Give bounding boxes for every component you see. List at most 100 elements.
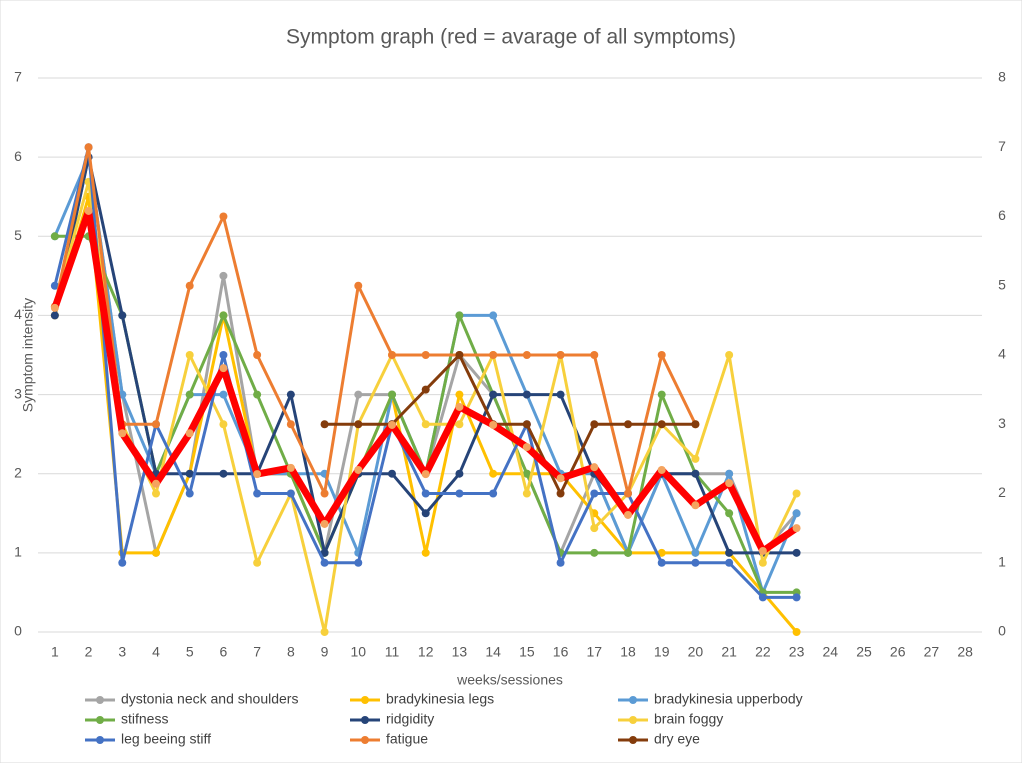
data-point bbox=[286, 489, 295, 498]
data-point bbox=[219, 351, 228, 359]
data-point bbox=[388, 390, 396, 399]
data-point bbox=[792, 593, 801, 602]
data-point bbox=[185, 429, 194, 438]
data-point bbox=[455, 469, 464, 478]
x-tick-label: 27 bbox=[924, 644, 940, 660]
data-point bbox=[253, 351, 262, 359]
data-point bbox=[624, 489, 632, 498]
x-tick-label: 13 bbox=[452, 644, 468, 660]
data-point bbox=[219, 469, 228, 478]
legend-marker bbox=[96, 696, 104, 704]
data-point bbox=[556, 558, 565, 567]
x-tick-label: 14 bbox=[485, 644, 501, 660]
data-point bbox=[152, 420, 160, 429]
y2-tick-label: 2 bbox=[998, 484, 1006, 500]
y-tick-label: 3 bbox=[14, 385, 22, 401]
data-point bbox=[556, 390, 565, 399]
data-point bbox=[354, 558, 363, 567]
data-point bbox=[792, 548, 801, 557]
data-point bbox=[50, 303, 59, 312]
data-point bbox=[657, 420, 666, 429]
y-tick-label: 0 bbox=[14, 623, 22, 639]
data-point bbox=[455, 489, 464, 498]
data-point bbox=[455, 420, 464, 429]
data-point bbox=[725, 469, 734, 478]
data-point bbox=[455, 402, 464, 411]
data-point bbox=[590, 420, 599, 429]
data-point bbox=[489, 420, 498, 429]
x-tick-label: 6 bbox=[220, 644, 228, 660]
data-point bbox=[421, 489, 430, 498]
data-point bbox=[792, 509, 801, 518]
data-point bbox=[219, 212, 228, 221]
x-tick-label: 9 bbox=[321, 644, 329, 660]
data-point bbox=[354, 465, 363, 474]
series-line bbox=[53, 145, 697, 495]
data-point bbox=[84, 206, 93, 215]
y2-tick-label: 7 bbox=[998, 138, 1006, 154]
data-point bbox=[522, 469, 531, 478]
x-tick-label: 4 bbox=[152, 644, 160, 660]
data-point bbox=[657, 465, 666, 474]
y-axis-label: Symptom intensity bbox=[20, 298, 36, 412]
x-tick-label: 24 bbox=[822, 644, 838, 660]
data-point bbox=[185, 351, 194, 359]
data-point bbox=[590, 489, 599, 498]
data-point bbox=[657, 390, 666, 399]
y2-tick-label: 3 bbox=[998, 415, 1006, 431]
data-point bbox=[590, 524, 599, 533]
data-point bbox=[118, 429, 127, 438]
data-point bbox=[421, 420, 430, 429]
legend-label: dystonia neck and shoulders bbox=[121, 691, 298, 707]
data-point bbox=[185, 489, 194, 498]
data-point bbox=[253, 470, 262, 479]
legend-marker bbox=[361, 736, 369, 744]
data-point bbox=[792, 628, 801, 636]
data-point bbox=[758, 546, 767, 555]
data-point bbox=[219, 364, 228, 373]
data-point bbox=[84, 143, 93, 152]
data-point bbox=[354, 390, 363, 399]
x-tick-label: 20 bbox=[688, 644, 704, 660]
y-tick-label: 6 bbox=[14, 148, 22, 164]
data-point bbox=[590, 463, 599, 472]
data-point bbox=[286, 420, 295, 429]
data-point bbox=[50, 232, 59, 241]
data-point bbox=[624, 420, 632, 429]
data-point bbox=[522, 489, 531, 498]
data-point bbox=[388, 469, 396, 478]
data-point bbox=[320, 548, 329, 557]
data-point bbox=[725, 548, 734, 557]
data-point bbox=[118, 311, 127, 320]
x-tick-label: 11 bbox=[385, 644, 400, 660]
data-point bbox=[725, 351, 734, 359]
x-tick-label: 10 bbox=[350, 644, 366, 660]
data-point bbox=[320, 558, 329, 567]
y2-tick-label: 4 bbox=[998, 346, 1006, 362]
data-point bbox=[118, 558, 127, 567]
data-point bbox=[354, 281, 363, 290]
data-point bbox=[388, 351, 396, 359]
data-point bbox=[522, 351, 531, 359]
data-point bbox=[691, 558, 700, 567]
data-point bbox=[489, 469, 498, 478]
data-point bbox=[792, 489, 801, 498]
y-tick-label: 7 bbox=[14, 69, 22, 85]
x-tick-label: 3 bbox=[118, 644, 126, 660]
data-point bbox=[354, 420, 363, 429]
x-tick-label: 25 bbox=[856, 644, 872, 660]
data-point bbox=[725, 509, 734, 518]
y2-tick-label: 5 bbox=[998, 276, 1006, 292]
x-tick-label: 17 bbox=[586, 644, 602, 660]
data-point bbox=[152, 479, 160, 488]
x-tick-label: 15 bbox=[519, 644, 535, 660]
data-point bbox=[455, 311, 464, 320]
data-point bbox=[219, 271, 228, 280]
data-point bbox=[421, 548, 430, 557]
data-point bbox=[421, 509, 430, 518]
data-point bbox=[253, 558, 262, 567]
data-point bbox=[691, 501, 700, 510]
legend-marker bbox=[629, 736, 637, 744]
data-point bbox=[657, 351, 666, 359]
